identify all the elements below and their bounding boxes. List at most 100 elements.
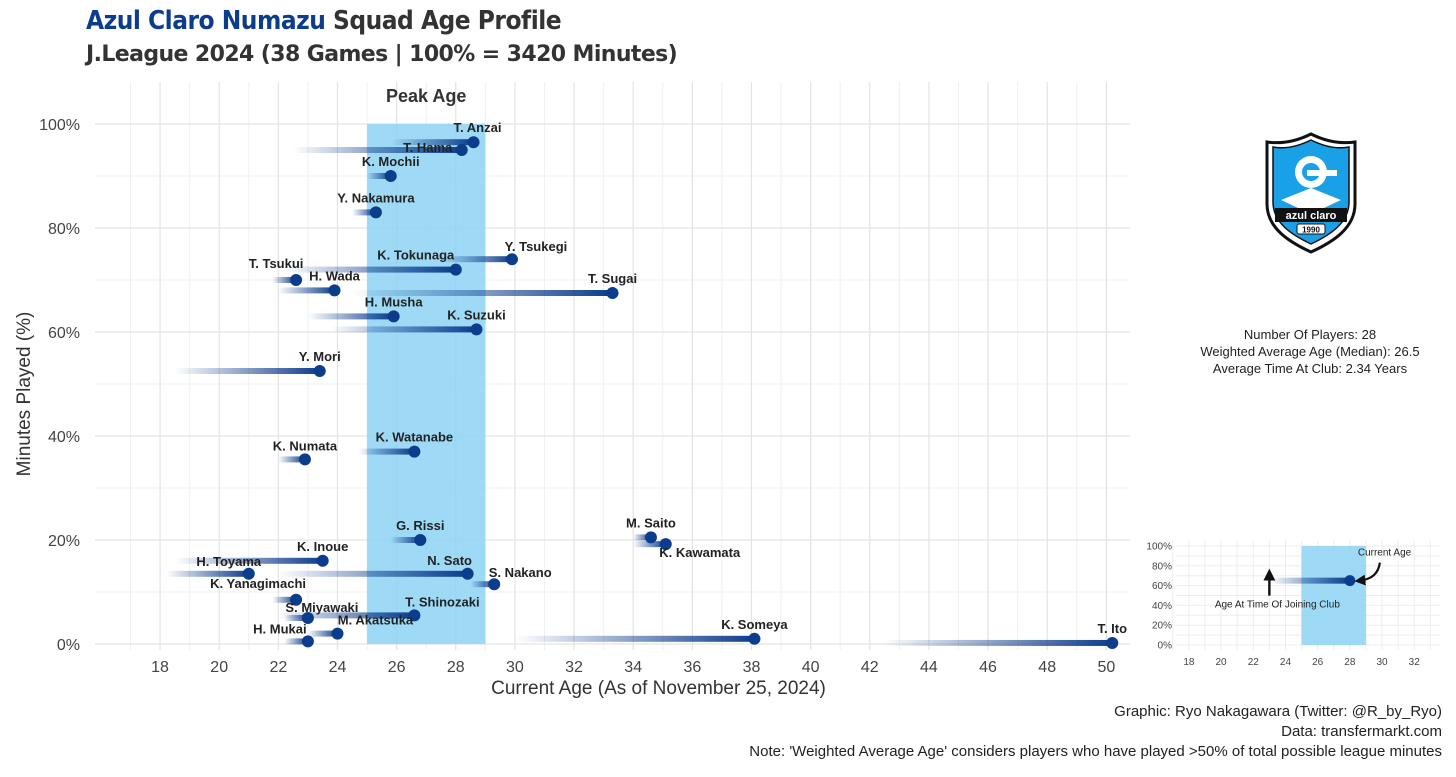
player-point [449,263,462,276]
title-rest: Squad Age Profile [333,6,562,36]
x-tick-label: 18 [151,659,169,676]
y-tick-label: 60% [48,325,80,342]
peak-age-rect [367,124,486,644]
player-tenure-bar [390,537,421,543]
player-tenure-bar [633,541,666,548]
player-label: T. Hama [403,140,453,155]
chart-subtitle: J.League 2024 (38 Games | 100% = 3420 Mi… [86,42,678,67]
player-label: Y. Tsukegi [505,239,568,254]
player-point [606,287,619,299]
player-tenure-bar [440,256,512,263]
inset-y-tick: 60% [1152,581,1172,592]
player-tenure-bar [284,266,456,273]
chart-title: Azul Claro Numazu Squad Age Profile [86,6,562,36]
player-point [290,593,303,606]
player-point [313,365,326,377]
player-label: T. Anzai [454,120,502,135]
x-tick-label: 48 [1038,659,1056,676]
player-tenure-bar [278,570,468,577]
caption-data: Data: transfermarkt.com [1281,723,1442,740]
x-tick-label: 46 [979,659,997,676]
player-tenure-bar [165,570,249,577]
player-point [467,136,480,149]
logo-text: azul claro [1286,210,1337,222]
player-label: T. Tsukui [249,256,304,271]
y-tick-label: 40% [48,429,80,446]
x-tick-label: 32 [565,659,583,676]
player-tenure-bar [278,287,335,294]
y-tick-label: 100% [39,117,80,134]
x-tick-label: 28 [447,659,465,676]
player-tenure-bar [390,139,474,146]
player-tenure-bar [358,448,415,455]
player-label: T. Ito [1097,621,1127,636]
player-tenure-bar [278,612,415,619]
player-tenure-bar [633,534,651,541]
player-point [659,538,672,551]
player-label: H. Mukai [253,621,306,636]
inset-legend-chart: 18 20 22 24 26 28 30 32 0% 20% 40% 60% 80% 100% Curren… [1146,540,1440,668]
inset-x-tick: 22 [1248,657,1260,668]
player-point [455,144,468,156]
player-label: N. Sato [427,553,472,568]
player-point [470,323,483,336]
inset-peak-band [1301,546,1366,645]
player-label: M. Saito [626,515,676,530]
inset-x-tick: 18 [1183,657,1195,668]
x-tick-label: 30 [506,659,524,676]
x-tick-label: 40 [802,659,820,676]
player-tenure-bar [352,209,376,216]
x-tick-label: 26 [388,659,406,676]
club-name: Azul Claro Numazu [86,6,326,36]
player-point [644,531,657,544]
player-label: G. Rissi [396,518,444,533]
inset-join-label: Age At Time Of Joining Club [1215,600,1341,611]
inset-x-tick: 26 [1312,657,1324,668]
inset-x-tick: 30 [1376,657,1388,668]
player-label: K. Numata [273,438,338,453]
player-point [290,274,303,286]
inset-x-tick: 20 [1216,657,1228,668]
player-point [748,632,761,645]
inset-example-bar [1269,577,1350,584]
inset-x-tick: 32 [1409,657,1421,668]
stat-time-at-club: Average Time At Club: 2.34 Years [1212,361,1408,376]
squad-stats: Number Of Players: 28 Weighted Average A… [1160,326,1456,377]
x-tick-label: 36 [683,659,701,676]
x-tick-label: 38 [743,659,761,676]
player-point [316,554,329,567]
x-tick-label: 44 [920,659,938,676]
inset-current-arrow [1354,562,1381,586]
player-point [505,253,518,266]
inset-x-tick: 28 [1344,657,1356,668]
inset-y-tick: 20% [1152,621,1172,632]
player-tenure-bar [367,173,391,179]
player-label: H. Wada [309,268,361,283]
player-point [301,635,314,648]
inset-x-tick: 24 [1280,657,1292,668]
player-label: K. Watanabe [376,430,454,445]
logo-year: 1990 [1302,226,1320,235]
player-point [408,609,421,622]
player-label: K. Suzuki [447,307,506,322]
player-point [328,284,341,297]
inset-y-tick: 80% [1152,561,1172,572]
player-tenure-bar [174,557,323,564]
player-label: T. Sugai [588,271,637,286]
player-tenure-bar [174,368,320,374]
player-point [384,170,397,182]
stat-players: Number Of Players: 28 [1243,327,1377,342]
player-tenure-bar [514,635,755,642]
player-tenure-bar [284,638,308,645]
player-tenure-bar [307,630,338,637]
club-logo: azul claro 1990 [1265,132,1357,254]
player-label: K. Tokunaga [377,248,455,263]
player-label: H. Toyama [196,554,262,569]
player-label: Y. Mori [299,349,341,364]
x-tick-label: 34 [624,659,642,676]
player-label: M. Akatsuka [338,613,414,628]
player-point [298,453,311,466]
player-tenure-bar [331,326,477,333]
